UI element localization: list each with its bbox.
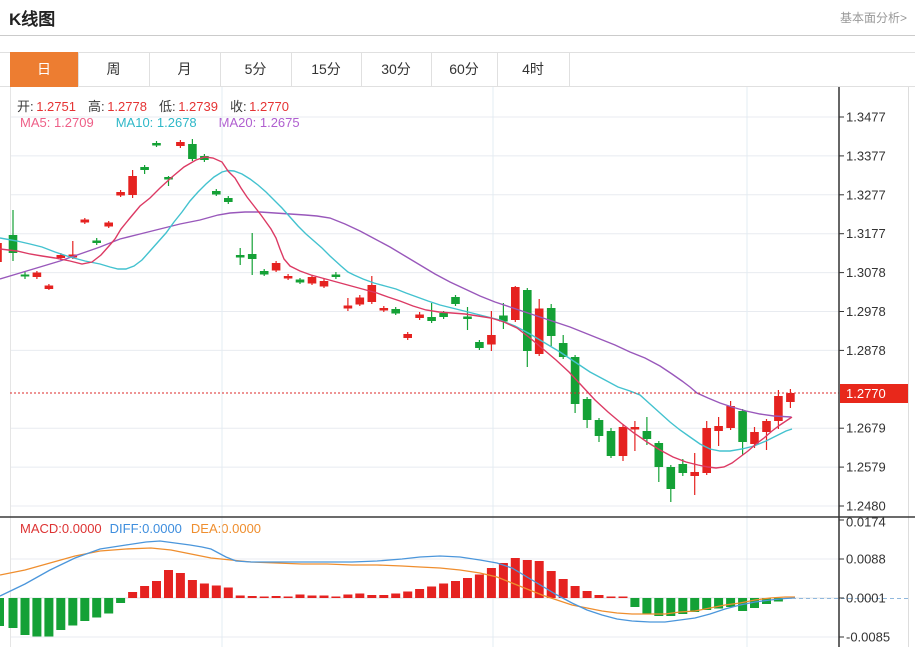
svg-text:1.2770: 1.2770 bbox=[846, 386, 886, 401]
svg-text:1.2978: 1.2978 bbox=[846, 304, 886, 319]
svg-text:1.3377: 1.3377 bbox=[846, 148, 886, 163]
svg-text:1.3277: 1.3277 bbox=[846, 187, 886, 202]
svg-text:1.2878: 1.2878 bbox=[846, 343, 886, 358]
svg-text:1.2579: 1.2579 bbox=[846, 460, 886, 475]
svg-text:1.3477: 1.3477 bbox=[846, 110, 886, 125]
svg-text:1.2480: 1.2480 bbox=[846, 499, 886, 514]
svg-text:-0.0085: -0.0085 bbox=[846, 630, 890, 645]
svg-text:1.2679: 1.2679 bbox=[846, 421, 886, 436]
svg-text:0.0001: 0.0001 bbox=[846, 591, 886, 606]
svg-text:1.3177: 1.3177 bbox=[846, 226, 886, 241]
svg-text:0.0174: 0.0174 bbox=[846, 515, 886, 530]
svg-text:0.0088: 0.0088 bbox=[846, 552, 886, 567]
svg-text:1.3078: 1.3078 bbox=[846, 265, 886, 280]
